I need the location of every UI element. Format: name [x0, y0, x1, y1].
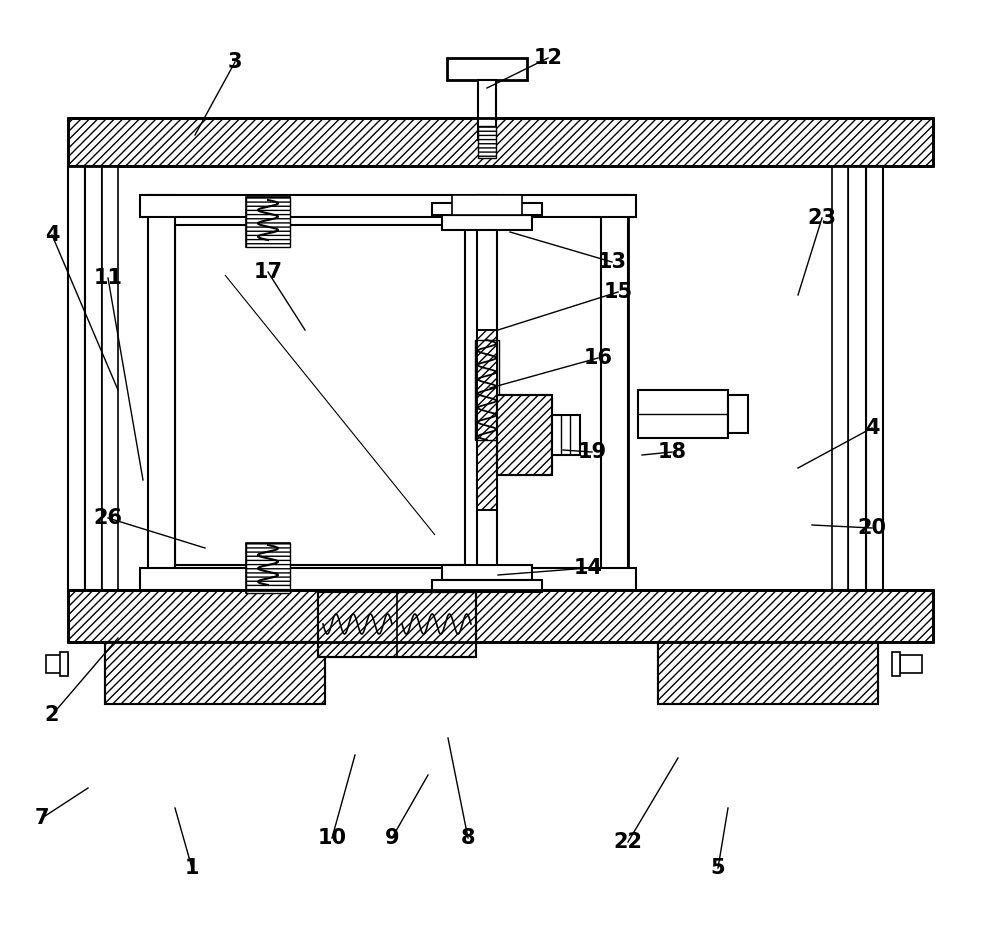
Text: 9: 9 — [385, 828, 399, 848]
Bar — [658, 642, 878, 704]
Bar — [900, 655, 922, 673]
Bar — [105, 642, 325, 704]
Text: 16: 16 — [584, 348, 612, 368]
Bar — [318, 592, 476, 657]
Text: 17: 17 — [254, 262, 283, 282]
Text: 7: 7 — [35, 808, 49, 828]
Bar — [497, 395, 552, 475]
Bar — [318, 592, 476, 657]
Bar — [432, 203, 542, 215]
Bar — [68, 118, 933, 166]
Text: 3: 3 — [228, 52, 242, 72]
Bar — [148, 195, 628, 590]
Bar — [105, 642, 325, 704]
Text: 2: 2 — [45, 705, 59, 725]
Circle shape — [907, 660, 915, 668]
Bar — [386, 570, 408, 592]
Bar — [140, 568, 636, 590]
Bar — [68, 590, 933, 642]
Text: 10: 10 — [318, 828, 347, 848]
Bar — [601, 195, 628, 590]
Bar — [246, 197, 290, 247]
Bar — [432, 580, 542, 592]
Bar — [442, 215, 532, 230]
Bar — [246, 197, 290, 247]
Bar — [892, 652, 900, 676]
Bar — [68, 166, 85, 590]
Bar — [477, 330, 497, 510]
Bar — [832, 166, 848, 590]
Text: 13: 13 — [598, 252, 626, 272]
Bar — [658, 642, 878, 704]
Text: 22: 22 — [614, 832, 642, 852]
Bar — [452, 195, 522, 215]
Bar — [638, 390, 728, 438]
Text: 19: 19 — [577, 442, 607, 462]
Bar — [478, 80, 496, 140]
Bar — [475, 340, 499, 440]
Text: 11: 11 — [94, 268, 122, 288]
Text: 14: 14 — [574, 558, 602, 578]
Text: 5: 5 — [711, 858, 725, 878]
Text: 12: 12 — [534, 48, 562, 68]
Text: 20: 20 — [858, 518, 887, 538]
Bar — [552, 415, 580, 455]
Bar — [478, 126, 496, 158]
Bar — [497, 395, 552, 475]
Text: 18: 18 — [658, 442, 686, 462]
Bar — [447, 58, 527, 80]
Bar — [175, 225, 465, 565]
Text: 15: 15 — [603, 282, 633, 302]
Circle shape — [53, 660, 61, 668]
Bar — [848, 166, 866, 590]
Text: 4: 4 — [45, 225, 59, 245]
Bar — [442, 565, 532, 580]
Circle shape — [49, 656, 65, 672]
Text: 1: 1 — [185, 858, 199, 878]
Bar — [60, 652, 68, 676]
Bar — [728, 395, 748, 433]
Bar — [246, 543, 290, 593]
Text: 23: 23 — [808, 208, 836, 228]
Bar — [477, 195, 497, 590]
Circle shape — [903, 656, 919, 672]
Bar — [148, 195, 175, 590]
Bar — [102, 166, 118, 590]
Text: 26: 26 — [94, 508, 122, 528]
Text: 4: 4 — [865, 418, 879, 438]
Bar — [386, 570, 408, 592]
Text: 8: 8 — [461, 828, 475, 848]
Bar — [246, 543, 290, 593]
Bar — [140, 195, 636, 217]
Bar — [85, 166, 102, 590]
Bar — [477, 330, 497, 510]
Bar — [866, 166, 883, 590]
Bar — [46, 655, 68, 673]
